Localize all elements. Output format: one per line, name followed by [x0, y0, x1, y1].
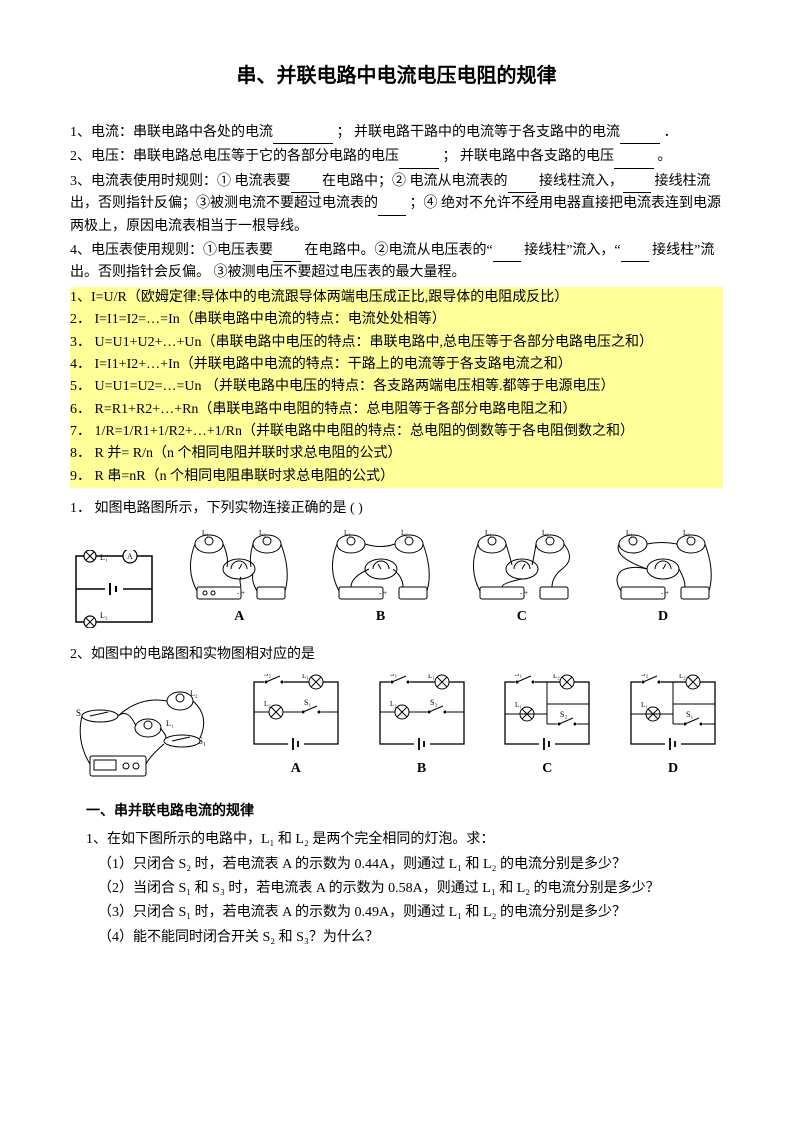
svg-text:L₁: L₁: [485, 529, 492, 537]
section-1-title: 一、串并联电路电流的规律: [86, 801, 723, 823]
circuit-row-1: L₁ A L₂ L₁ L₂ - +: [70, 529, 723, 628]
svg-text:L₁: L₁: [100, 553, 108, 562]
text: 3、电流表使用时规则：① 电流表要: [70, 174, 291, 189]
text: 接线柱”流入，“: [524, 243, 620, 258]
blank: [273, 129, 333, 144]
schematic-option-c: S₁ L₂ L₁ S₂ C: [497, 674, 597, 780]
formula-8: 8． R 并= R/n（n 个相同电阻并联时求总电阻的公式）: [70, 443, 723, 465]
svg-text:L₂: L₂: [264, 700, 271, 708]
formula-2: 2． I=I1=I2=…=In（串联电路中电流的特点：电流处处相等）: [70, 309, 723, 331]
blank: [378, 201, 406, 216]
question-1: 1． 如图电路图所示，下列实物连接正确的是 ( ): [70, 498, 723, 520]
question-2: 2、如图中的电路图和实物图相对应的是: [70, 644, 723, 666]
schematic-option-b: S₁ L₁ L₂ S₂ B: [372, 674, 472, 780]
svg-text:L₁: L₁: [641, 701, 648, 709]
svg-text:L₂: L₂: [100, 611, 108, 620]
physical-circuit-c: L₁ L₂ - + C: [462, 529, 582, 628]
para-2: 2、电压：串联电路总电压等于它的各部分电路的电压 ； 并联电路中各支路的电压 。: [70, 146, 723, 168]
svg-text:L₁: L₁: [344, 529, 351, 537]
exercise-1-sub2: （2）当闭合 S₁ 和 S₃ 时，若电流表 A 的示数为 0.58A，则通过 L…: [98, 878, 723, 900]
option-label-c2: C: [542, 758, 552, 780]
text: 接线柱流入，: [539, 174, 623, 189]
text: ； 并联电路干路中的电流等于各支路中的电流: [337, 125, 621, 140]
formula-3: 3． U=U1+U2+…+Un（串联电路中电压的特点：串联电路中,总电压等于各部…: [70, 332, 723, 354]
svg-text:S₁: S₁: [390, 674, 397, 678]
text: 4、电压表使用规则：①电压表要: [70, 243, 273, 258]
blank: [493, 247, 521, 262]
svg-text:L₁: L₁: [626, 529, 633, 537]
svg-text:L₁: L₁: [202, 529, 209, 537]
physical-circuit-d: L₁ L₂ - + D: [603, 529, 723, 628]
schematic-diagram: L₁ A L₂: [70, 550, 158, 628]
blank: [623, 178, 651, 193]
text: 2、电压：串联电路总电压等于它的各部分电路的电压: [70, 149, 399, 164]
formula-5: 5． U=U1=U2=…=Un （并联电路中电压的特点：各支路两端电压相等.都等…: [70, 376, 723, 398]
svg-text:L₁: L₁: [428, 674, 435, 680]
formula-9: 9． R 串=nR（n 个相同电阻串联时求总电阻的公式）: [70, 466, 723, 488]
para-3: 3、电流表使用时规则：① 电流表要 在电路中；② 电流从电流表的 接线柱流入， …: [70, 171, 723, 238]
svg-text:A: A: [127, 552, 133, 561]
formula-block: 1、I=U/R（欧姆定律:导体中的电流跟导体两端电压成正比,跟导体的电阻成反比）…: [70, 287, 723, 489]
svg-text:L₂: L₂: [542, 529, 549, 537]
para-4: 4、电压表使用规则：①电压表要 在电路中。②电流从电压表的“ 接线柱”流入，“ …: [70, 240, 723, 285]
blank: [508, 178, 536, 193]
svg-text:- +: - +: [237, 589, 245, 597]
para-1: 1、电流：串联电路中各处的电流 ； 并联电路干路中的电流等于各支路中的电流 ．: [70, 122, 723, 144]
option-label-b2: B: [417, 758, 426, 780]
text: ； 并联电路中各支路的电压: [443, 149, 615, 164]
exercise-1-sub1: （1）只闭合 S₂ 时，若电流表 A 的示数为 0.44A，则通过 L₁ 和 L…: [98, 854, 723, 876]
blank: [291, 178, 319, 193]
blank: [621, 247, 649, 262]
formula-7: 7． 1/R=1/R1+1/R2+…+1/Rn（并联电路中电阻的特点：总电阻的倒…: [70, 421, 723, 443]
circuit-row-2: S₂ L₂ S₁ L₁: [70, 674, 723, 780]
formula-4: 4． I=I1+I2+…+In（并联电路中电流的特点：干路上的电流等于各支路电流…: [70, 354, 723, 376]
text: 在电路中；② 电流从电流表的: [322, 174, 508, 189]
exercise-1-sub4: （4）能不能同时闭合开关 S₂ 和 S₃？为什么？: [98, 927, 723, 949]
svg-text:L₂: L₂: [401, 529, 408, 537]
svg-text:L₂: L₂: [683, 529, 690, 537]
physical-circuit-2: S₂ L₂ S₁ L₁: [70, 686, 220, 781]
blank: [614, 154, 654, 169]
exercise-1-sub3: （3）只闭合 S₁ 时，若电流表 A 的示数为 0.49A，则通过 L₁ 和 L…: [98, 902, 723, 924]
blank: [273, 247, 301, 262]
text: 。: [658, 149, 672, 164]
svg-text:- +: - +: [520, 589, 528, 597]
option-label-b: B: [376, 606, 385, 628]
option-label-a: A: [234, 606, 244, 628]
blank: [620, 129, 660, 144]
option-label-d: D: [658, 606, 668, 628]
schematic-option-d: S₂ L₂ L₁ S₁ D: [623, 674, 723, 780]
svg-text:S₁: S₁: [515, 674, 522, 678]
text: 在电路中。②电流从电压表的“: [305, 243, 493, 258]
text: 1、电流：串联电路中各处的电流: [70, 125, 273, 140]
svg-text:S₁: S₁: [304, 698, 311, 707]
svg-text:- +: - +: [661, 589, 669, 597]
text: ．: [664, 125, 678, 140]
svg-text:L₁: L₁: [515, 701, 522, 709]
svg-text:L₂: L₂: [259, 529, 266, 537]
option-label-d2: D: [668, 758, 678, 780]
blank: [399, 154, 439, 169]
svg-text:S₂: S₂: [560, 710, 567, 719]
formula-6: 6． R=R1+R2+…+Rn（串联电路中电阻的特点：总电阻等于各部分电路电阻之…: [70, 399, 723, 421]
svg-text:L₁: L₁: [302, 674, 309, 680]
svg-text:S₂: S₂: [641, 674, 648, 678]
formula-1: 1、I=U/R（欧姆定律:导体中的电流跟导体两端电压成正比,跟导体的电阻成反比）: [70, 287, 723, 309]
svg-text:S₂: S₂: [430, 698, 437, 707]
schematic-option-a: S₂ L₁ L₂ S₁ A: [246, 674, 346, 780]
page-title: 串、并联电路中电流电压电阻的规律: [70, 60, 723, 92]
svg-text:L₂: L₂: [553, 674, 560, 680]
svg-text:L₂: L₂: [679, 674, 686, 680]
physical-circuit-b: L₁ L₂ - + B: [321, 529, 441, 628]
svg-text:S₂: S₂: [264, 674, 271, 678]
svg-text:S₁: S₁: [686, 710, 693, 719]
option-label-c: C: [517, 606, 527, 628]
physical-circuit-a: L₁ L₂ - + A: [179, 529, 299, 628]
option-label-a2: A: [291, 758, 301, 780]
svg-text:- +: - +: [379, 589, 387, 597]
svg-text:L₁: L₁: [166, 719, 174, 728]
exercise-1-stem: 1、在如下图所示的电路中，L₁ 和 L₂ 是两个完全相同的灯泡。求：: [86, 829, 723, 851]
svg-text:L₂: L₂: [390, 700, 397, 708]
